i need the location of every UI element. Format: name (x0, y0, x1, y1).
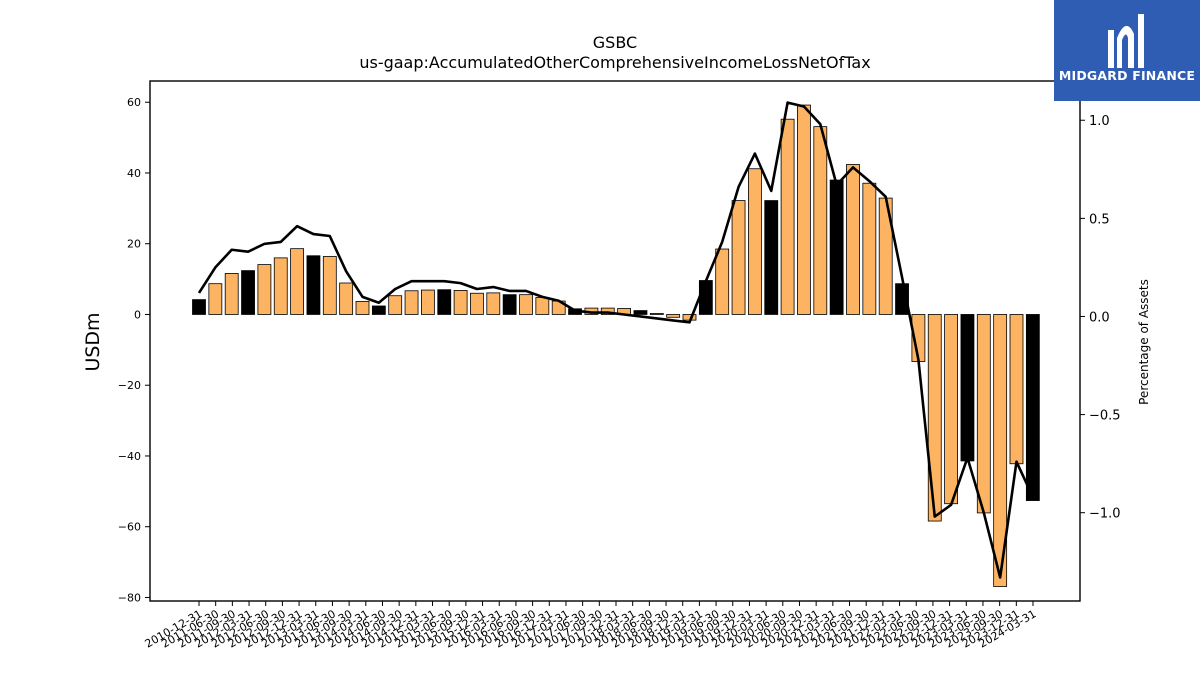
bar (829, 179, 844, 315)
bar (290, 248, 305, 315)
bar (927, 314, 942, 522)
y2-tick-label: 0.5 (1089, 212, 1110, 227)
bar (1025, 314, 1040, 501)
y-tick-label: −40 (118, 450, 141, 463)
line-group (197, 101, 1035, 579)
y-axis-label: USDm (82, 312, 104, 371)
bar (633, 310, 648, 315)
logo-text: MIDGARD FINANCE (1058, 68, 1196, 83)
brand-logo: MIDGARD FINANCE (1054, 0, 1200, 101)
plot-frame (149, 80, 1081, 602)
bar (731, 200, 746, 315)
bar (993, 314, 1008, 587)
y2-axis-label: Percentage of Assets (1137, 279, 1151, 405)
y-tick-label: −80 (118, 591, 141, 604)
bar (371, 305, 386, 315)
bar (388, 295, 403, 315)
bar (813, 126, 828, 315)
bar (666, 314, 681, 318)
y-tick-label: 20 (127, 238, 141, 251)
bar (470, 292, 484, 315)
y-tick-label: −60 (118, 521, 141, 534)
bar (339, 282, 354, 315)
bar (649, 313, 664, 315)
bar (698, 280, 713, 315)
y-tick-label: 40 (127, 167, 141, 180)
bar (257, 264, 272, 315)
bar (404, 290, 419, 315)
bar (960, 314, 975, 462)
y-tick-label: −20 (118, 379, 141, 392)
bar (780, 118, 795, 315)
bar (208, 283, 223, 315)
bar (944, 314, 958, 505)
logo-mark-icon (1108, 14, 1144, 68)
y2-tick-label: 0.0 (1089, 310, 1110, 325)
bar (273, 257, 288, 315)
bar (241, 270, 255, 315)
bar (535, 297, 550, 315)
bar (486, 292, 501, 315)
bar (192, 299, 206, 315)
bar (976, 314, 991, 514)
y2-tick-label: 1.0 (1089, 114, 1110, 129)
bar (846, 164, 860, 315)
bar (862, 182, 877, 315)
bar (797, 104, 811, 315)
bar (437, 289, 452, 315)
bar (764, 200, 779, 315)
bar (306, 255, 321, 315)
y-tick-label: 60 (127, 96, 141, 109)
chart-subtitle: us-gaap:AccumulatedOtherComprehensiveInc… (359, 53, 870, 72)
bar (224, 273, 239, 315)
bar (322, 256, 337, 315)
bar (453, 290, 468, 315)
bar (355, 300, 370, 315)
bars-group (192, 104, 1040, 587)
chart-title: GSBC (593, 33, 637, 52)
y2-tick-label: −1.0 (1089, 507, 1121, 522)
percentage-line (197, 101, 1035, 579)
bar (1009, 314, 1024, 465)
y2-tick-label: −0.5 (1089, 409, 1121, 424)
y-tick-label: 0 (134, 308, 141, 321)
bar (715, 248, 730, 315)
bar (420, 289, 435, 315)
bar (519, 294, 533, 315)
bar (502, 294, 517, 315)
bar (748, 168, 762, 315)
